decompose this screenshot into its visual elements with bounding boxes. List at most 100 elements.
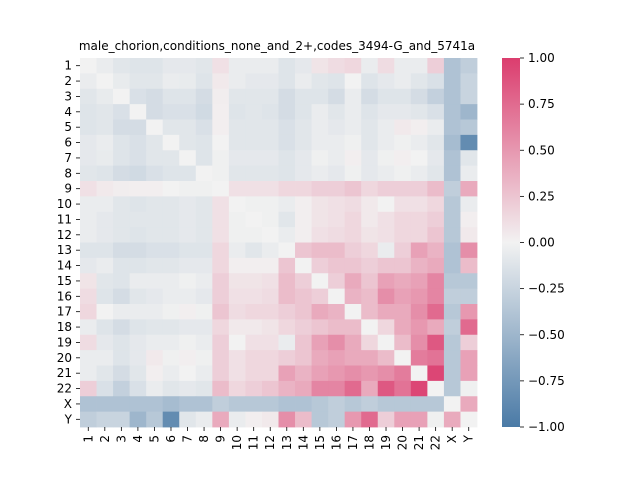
heatmap-cell — [460, 304, 478, 320]
heatmap-cell — [245, 104, 263, 120]
heatmap-cell — [328, 227, 346, 243]
heatmap-cell — [328, 365, 346, 382]
heatmap-cell — [80, 88, 97, 105]
x-tick-label: 20 — [396, 435, 410, 450]
x-tick-label: 5 — [147, 435, 161, 443]
heatmap-cell — [295, 73, 312, 90]
heatmap-cell — [344, 211, 362, 228]
x-tick-label: 6 — [164, 435, 178, 443]
heatmap-cell — [212, 134, 230, 151]
heatmap-cell — [295, 119, 312, 136]
heatmap-cell — [460, 380, 478, 397]
heatmap-cell — [179, 134, 197, 151]
heatmap-cell — [162, 411, 180, 428]
heatmap-cell — [443, 73, 461, 90]
colorbar-tick-label: −0.25 — [528, 282, 565, 296]
heatmap-cell — [212, 58, 230, 74]
heatmap-cell — [410, 134, 428, 151]
heatmap-cell — [295, 58, 312, 74]
heatmap-cell — [427, 181, 445, 197]
heatmap-cell — [344, 273, 362, 290]
heatmap-cell — [195, 411, 213, 428]
heatmap-cell — [96, 88, 114, 105]
heatmap-cell — [162, 119, 180, 136]
heatmap-cell — [443, 88, 461, 105]
heatmap-cell — [377, 211, 395, 228]
heatmap-cell — [96, 380, 114, 397]
heatmap-cell — [361, 380, 379, 397]
heatmap-cell — [228, 288, 246, 305]
heatmap-cell — [162, 319, 180, 336]
heatmap-cell — [460, 88, 478, 105]
heatmap-cell — [361, 411, 379, 428]
heatmap-cell — [377, 181, 395, 197]
heatmap-cell — [278, 227, 296, 243]
heatmap-cell — [328, 334, 346, 351]
y-tick-label: 17 — [57, 305, 72, 319]
heatmap-cell — [460, 273, 478, 290]
heatmap-cell — [443, 227, 461, 243]
heatmap-cell — [278, 211, 296, 228]
heatmap-cell — [460, 165, 478, 182]
y-tick-label: 13 — [57, 243, 72, 257]
heatmap-cell — [245, 165, 263, 182]
y-tick-label: 16 — [57, 289, 72, 303]
heatmap-cell — [394, 227, 412, 243]
heatmap-cell — [377, 380, 395, 397]
heatmap-cell — [162, 134, 180, 151]
heatmap-cell — [179, 334, 197, 351]
heatmap-cell — [129, 334, 147, 351]
heatmap-cell — [179, 273, 197, 290]
heatmap-cell — [278, 196, 296, 213]
heatmap-cell — [261, 58, 279, 74]
colorbar-tick-label: −1.00 — [528, 420, 565, 434]
heatmap-cell — [129, 165, 147, 182]
heatmap-cell — [129, 319, 147, 336]
heatmap-cell — [278, 134, 296, 151]
heatmap-cell — [228, 119, 246, 136]
x-tick-label: X — [445, 435, 459, 443]
heatmap-cell — [311, 350, 329, 366]
y-tick-label: 21 — [57, 366, 72, 380]
heatmap-cell — [427, 150, 445, 167]
heatmap-cell — [427, 257, 445, 274]
y-tick-label: 4 — [64, 105, 72, 119]
heatmap-cell — [245, 304, 263, 320]
heatmap-cell — [394, 211, 412, 228]
heatmap-cell — [427, 288, 445, 305]
heatmap-cell — [278, 119, 296, 136]
heatmap-cell — [162, 257, 180, 274]
heatmap-cell — [443, 119, 461, 136]
heatmap-cell — [278, 288, 296, 305]
heatmap-cell — [460, 211, 478, 228]
heatmap-cell — [195, 73, 213, 90]
heatmap-cell — [212, 273, 230, 290]
heatmap-cell — [443, 58, 461, 74]
heatmap-cell — [328, 350, 346, 366]
heatmap-cell — [295, 104, 312, 120]
heatmap-cell — [394, 319, 412, 336]
heatmap-cell — [80, 227, 97, 243]
heatmap-cell — [394, 350, 412, 366]
heatmap-cell — [311, 365, 329, 382]
heatmap-cell — [129, 73, 147, 90]
heatmap-cell — [261, 134, 279, 151]
heatmap-cell — [195, 257, 213, 274]
heatmap-cell — [212, 380, 230, 397]
heatmap-cell — [179, 119, 197, 136]
heatmap-cell — [410, 304, 428, 320]
heatmap-cell — [261, 380, 279, 397]
heatmap-cell — [146, 227, 164, 243]
heatmap-cell — [377, 58, 395, 74]
heatmap-cell — [261, 211, 279, 228]
heatmap-cell — [96, 350, 114, 366]
heatmap-cell — [113, 165, 131, 182]
heatmap-cell — [344, 150, 362, 167]
heatmap-cell — [113, 227, 131, 243]
heatmap-cell — [245, 350, 263, 366]
heatmap-cell — [96, 319, 114, 336]
heatmap-cell — [361, 288, 379, 305]
heatmap-cell — [460, 73, 478, 90]
heatmap-cell — [80, 411, 97, 428]
y-tick-label: 6 — [64, 136, 72, 150]
